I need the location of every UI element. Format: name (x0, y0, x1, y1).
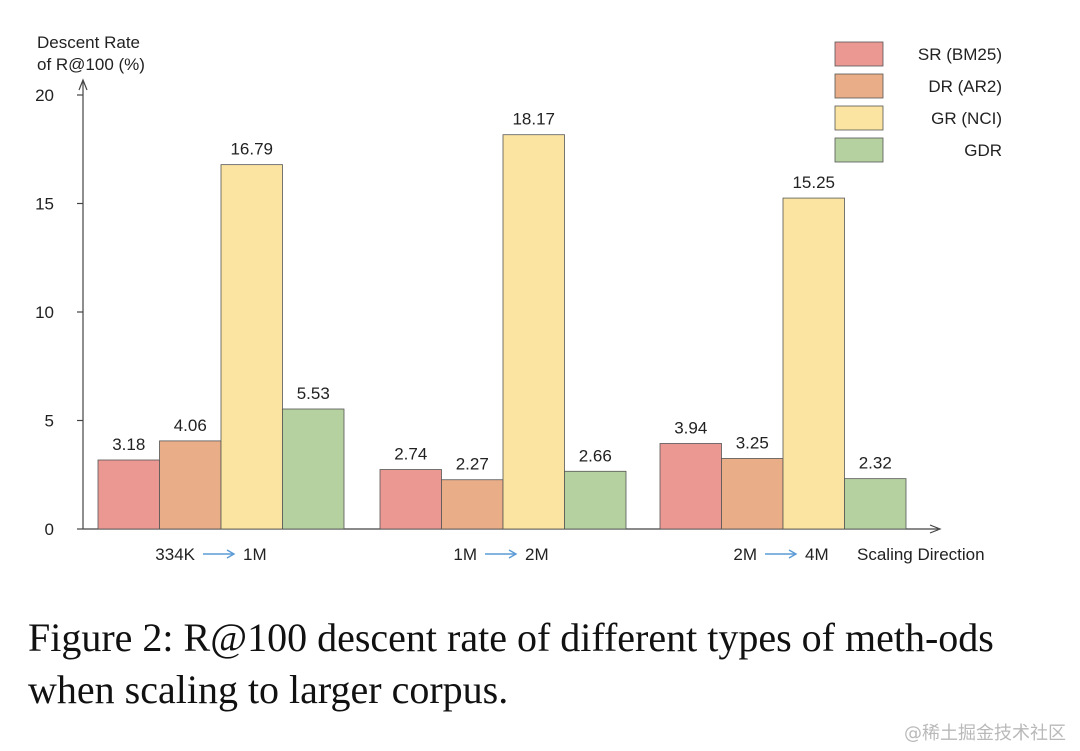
x-tick-label-from: 334K (155, 545, 195, 564)
bar-value-label: 2.32 (859, 454, 892, 473)
bar (441, 479, 504, 530)
bar (502, 134, 565, 530)
bar-value-label: 3.18 (112, 435, 145, 454)
x-tick-label-to: 4M (805, 545, 829, 564)
bar (282, 408, 345, 530)
bar-value-label: 5.53 (297, 384, 330, 403)
bar (721, 458, 784, 530)
x-tick-label-from: 2M (733, 545, 757, 564)
bar-value-label: 15.25 (792, 173, 835, 192)
x-tick-arrowhead (788, 549, 798, 559)
bar-value-label: 2.27 (456, 455, 489, 474)
y-tick-label: 0 (45, 520, 54, 539)
bar-chart: 0 5 10 15 20 3.18 4.06 16.79 5.53 334K 1M 2.74 2.27… (35, 33, 1002, 564)
y-axis-title-line2: of R@100 (%) (37, 55, 145, 74)
y-tick-label: 20 (35, 86, 54, 105)
legend-swatch (834, 73, 884, 99)
bar-value-label: 3.94 (674, 419, 707, 438)
bar (564, 470, 627, 530)
bar-value-label: 16.79 (230, 140, 273, 159)
x-tick-label-to: 2M (525, 545, 549, 564)
bar (159, 440, 222, 530)
legend-swatch (834, 41, 884, 67)
x-tick-label-to: 1M (243, 545, 267, 564)
legend-label: GDR (964, 141, 1002, 160)
y-tick-label: 10 (35, 303, 54, 322)
legend-swatch (834, 137, 884, 163)
x-axis-arrow (929, 524, 942, 534)
legend-swatch (834, 105, 884, 131)
chart-legend: SR (BM25) DR (AR2) GR (NCI) GDR (834, 41, 1002, 163)
legend-label: SR (BM25) (918, 45, 1002, 64)
bar (782, 197, 845, 530)
bar-value-label: 2.66 (579, 446, 612, 465)
legend-label: DR (AR2) (928, 77, 1002, 96)
bar (844, 478, 907, 530)
chart-bars: 3.18 4.06 16.79 5.53 334K 1M 2.74 2.27 18.17 2.66… (97, 110, 907, 564)
y-axis-arrow (78, 78, 88, 91)
bar (659, 443, 722, 530)
bar (379, 469, 442, 530)
x-tick-label-from: 1M (453, 545, 477, 564)
x-tick-arrowhead (226, 549, 236, 559)
bar-value-label: 3.25 (736, 433, 769, 452)
bar-value-label: 4.06 (174, 416, 207, 435)
x-axis-title: Scaling Direction (857, 545, 985, 564)
watermark: @稀土掘金技术社区 (904, 723, 1066, 744)
bar (97, 459, 160, 530)
y-tick-label: 5 (45, 412, 54, 431)
bar (220, 164, 283, 530)
bar-value-label: 18.17 (512, 110, 555, 129)
bar-value-label: 2.74 (394, 445, 427, 464)
y-tick-label: 15 (35, 195, 54, 214)
x-tick-arrowhead (508, 549, 518, 559)
legend-label: GR (NCI) (931, 109, 1002, 128)
figure-caption: Figure 2: R@100 descent rate of differen… (28, 615, 994, 712)
y-axis-title-line1: Descent Rate (37, 33, 140, 52)
